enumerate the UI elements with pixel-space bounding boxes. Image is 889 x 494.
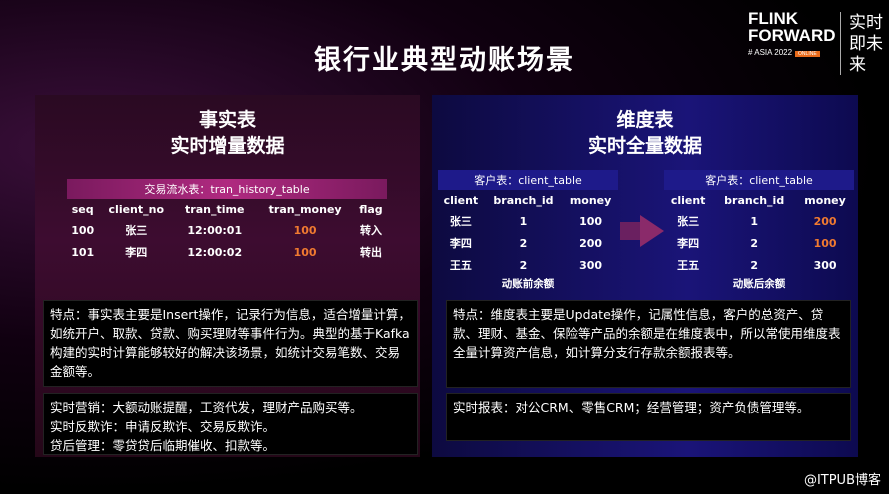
table-cell: 200: [813, 214, 837, 228]
header-row: client branch_id money: [664, 190, 854, 210]
use-case: 实时反欺诈：申请反欺诈、交易反欺诈。: [50, 419, 276, 434]
header-row: client branch_id money: [438, 190, 618, 210]
table-caption: 客户表：client_table: [438, 170, 618, 190]
table-cell: 100: [579, 214, 603, 228]
logo-tag: ONLINE: [795, 51, 820, 57]
table-cell: 王五: [449, 259, 472, 272]
after-note: 动账后余额: [732, 278, 786, 290]
column-header: flag: [359, 202, 383, 216]
table-cell: 12:00:01: [187, 223, 243, 237]
table-cell: 2: [750, 236, 759, 250]
client-table-after: 客户表：client_table client branch_id money 张三 1…: [664, 170, 854, 290]
column-header: money: [804, 193, 846, 207]
table-cell: 12:00:02: [187, 245, 243, 259]
fact-heading: 事实表 实时增量数据: [35, 107, 420, 159]
tran-history-table: 交易流水表：tran_history_table seq client_no tra…: [67, 179, 387, 263]
table-cell: 200: [579, 236, 603, 250]
logo-line2: FORWARD: [748, 26, 836, 45]
heading2: 实时增量数据: [170, 135, 285, 157]
logo-line1: FLINK: [748, 9, 799, 28]
heading2: 实时全量数据: [587, 135, 702, 157]
table-cell: 100: [293, 245, 317, 259]
table-caption: 交易流水表：tran_history_table: [67, 179, 387, 199]
table-cell: 100: [71, 223, 95, 237]
column-header: money: [569, 193, 612, 207]
logo-asia: # ASIA 2022: [748, 48, 793, 57]
table-row: 张三 1 100: [438, 210, 618, 232]
table-cell: 2: [519, 258, 528, 272]
table-cell: 100: [813, 236, 837, 250]
slide-title: 银行业典型动账场景: [314, 45, 575, 76]
use-case: 实时营销：大额动账提醒，工资代发，理财产品购买等。: [50, 400, 363, 415]
table-cell: 2: [750, 258, 759, 272]
column-header: tran_time: [185, 202, 245, 216]
table-cell: 王五: [677, 259, 700, 272]
table-cell: 李四: [677, 237, 700, 250]
table-cell: 300: [579, 258, 603, 272]
table-cell: 转入: [359, 224, 382, 237]
table-cell: 张三: [449, 215, 472, 228]
before-note: 动账前余额: [501, 278, 555, 290]
logo-line3: # ASIA 2022 ONLINE: [748, 44, 836, 63]
heading1: 事实表: [198, 109, 256, 131]
heading1: 维度表: [616, 109, 674, 131]
arrow-icon-body: [620, 222, 642, 240]
watermark: @ITPUB博客: [803, 473, 881, 488]
column-header: tran_money: [268, 202, 342, 216]
dimension-table-panel: 维度表实时全量数据 客户表：client_table client branch_…: [432, 95, 858, 457]
table-cell: 转出: [359, 246, 382, 259]
column-header: client: [670, 193, 706, 207]
client-table-before: 客户表：client_table client branch_id money 张三 1…: [438, 170, 618, 290]
column-header: branch_id: [493, 193, 554, 207]
table-cell: 李四: [449, 237, 472, 250]
table-cell: 100: [293, 223, 317, 237]
logo-cn: 实时即未来: [840, 12, 888, 75]
column-header: client: [443, 193, 479, 207]
table-cell: 李四: [125, 246, 148, 259]
table-cell: 张三: [677, 215, 700, 228]
dim-use-cases: 实时报表：对公CRM、零售CRM；经营管理；资产负债管理等。: [446, 393, 851, 441]
arrow-right-icon: [640, 215, 664, 247]
table-cell: 300: [813, 258, 837, 272]
fact-use-cases: 实时营销：大额动账提醒，工资代发，理财产品购买等。 实时反欺诈：申请反欺诈、交易…: [43, 393, 418, 455]
dim-heading: 维度表 实时全量数据: [432, 107, 858, 159]
table-row: 李四 2 200: [438, 232, 618, 254]
table-row: 王五 2 300: [438, 254, 618, 276]
column-header: branch_id: [724, 193, 785, 207]
table-row: 101 李四 12:00:02 100 转出: [67, 241, 387, 263]
table-cell: 1: [750, 214, 759, 228]
header-row: seq client_no tran_time tran_money flag: [67, 199, 387, 219]
use-case: 贷后管理：零贷贷后临期催收、扣款等。: [50, 438, 276, 453]
table-row: 100 张三 12:00:01 100 转入: [67, 219, 387, 241]
column-header: client_no: [108, 202, 165, 216]
table-cell: 1: [519, 214, 528, 228]
flink-forward-logo: FLINK FORWARD # ASIA 2022 ONLINE 实时即未来: [748, 9, 883, 75]
fact-description: 特点：事实表主要是Insert操作，记录行为信息，适合增量计算，如统开户、取款、…: [43, 300, 418, 387]
column-header: seq: [71, 202, 94, 216]
table-caption: 客户表：client_table: [664, 170, 854, 190]
dim-description: 特点：维度表主要是Update操作，记属性信息，客户的总资产、贷款、理财、基金、…: [446, 300, 851, 388]
table-row: 李四 2 100: [664, 232, 854, 254]
table-row: 张三 1 200: [664, 210, 854, 232]
table-cell: 2: [519, 236, 528, 250]
table-row: 王五 2 300: [664, 254, 854, 276]
fact-table-panel: 事实表实时增量数据 交易流水表：tran_history_table seq cl…: [35, 95, 420, 457]
table-cell: 张三: [125, 224, 148, 237]
table-cell: 101: [71, 245, 95, 259]
